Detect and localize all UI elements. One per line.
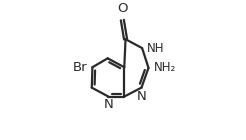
Text: N: N — [137, 90, 146, 102]
Text: Br: Br — [73, 61, 87, 74]
Text: O: O — [117, 2, 128, 15]
Text: N: N — [104, 98, 113, 111]
Text: NH₂: NH₂ — [154, 61, 176, 74]
Text: NH: NH — [147, 42, 165, 55]
